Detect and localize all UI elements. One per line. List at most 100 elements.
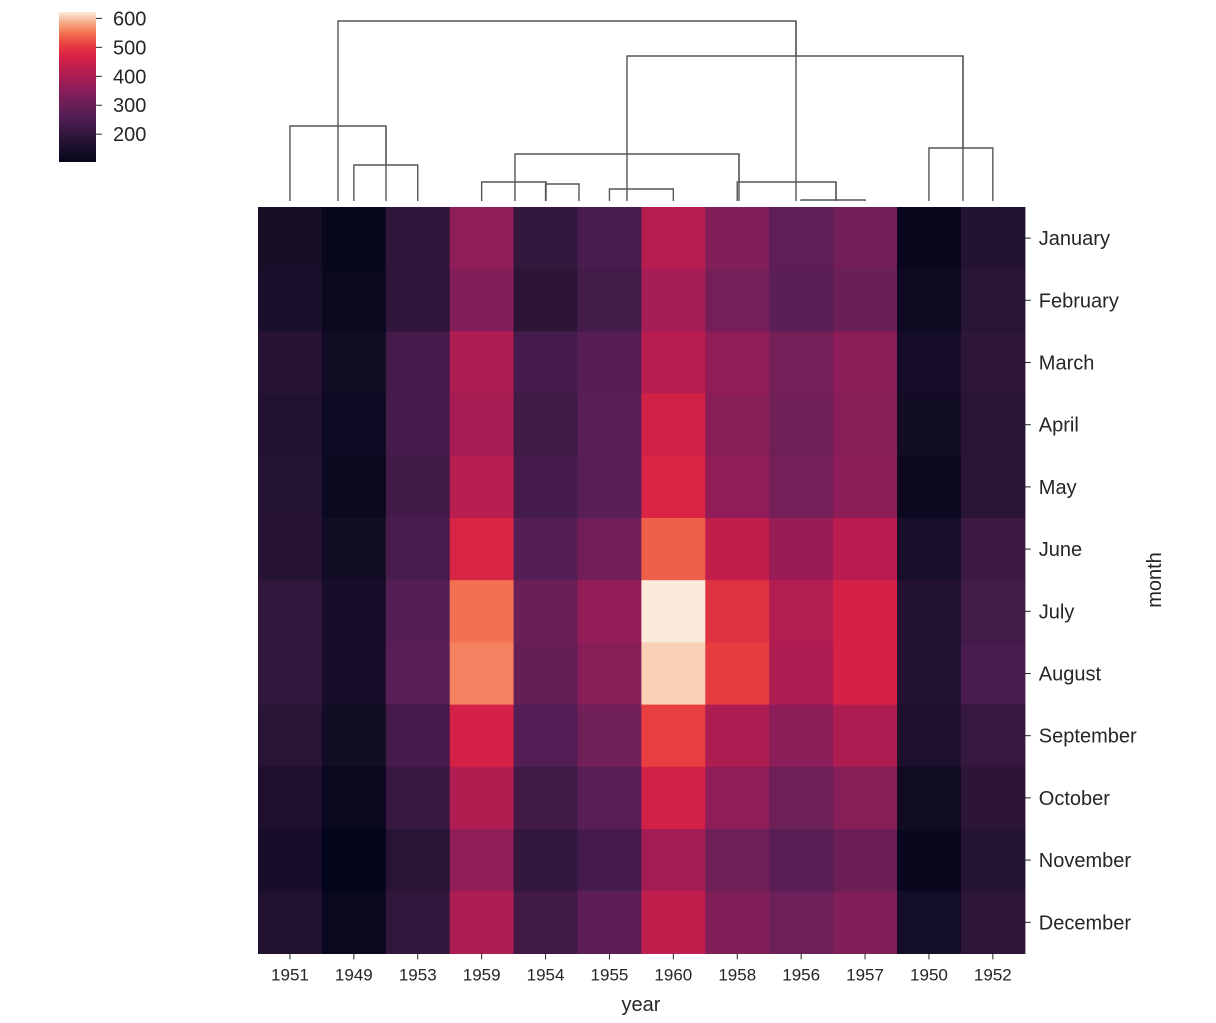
y-tick-label: June xyxy=(1039,539,1082,561)
heatmap-cell xyxy=(960,331,1026,395)
heatmap-cell xyxy=(705,829,770,892)
heatmap-cell xyxy=(897,704,962,768)
heatmap-cell xyxy=(449,207,515,270)
heatmap-cell xyxy=(385,207,451,270)
y-tick-label: December xyxy=(1039,912,1132,934)
heatmap-cell xyxy=(960,518,1026,581)
heatmap-cell xyxy=(577,455,642,519)
x-tick-label: 1950 xyxy=(910,965,948,984)
x-tick-label: 1960 xyxy=(654,965,692,984)
x-tick-label: 1956 xyxy=(782,965,820,984)
heatmap-cell xyxy=(769,269,834,332)
heatmap-cell xyxy=(769,455,834,519)
heatmap-cell xyxy=(258,393,323,457)
heatmap-cell xyxy=(513,518,579,581)
column-dendrogram xyxy=(289,20,994,201)
heatmap-cell xyxy=(449,829,515,892)
heatmap-cell xyxy=(641,891,706,954)
x-axis-label: year xyxy=(622,994,661,1016)
heatmap-cell xyxy=(897,766,962,830)
x-tick-label: 1957 xyxy=(846,965,884,984)
dendrogram-link xyxy=(337,20,797,201)
heatmap-cell xyxy=(513,331,579,395)
heatmap-cell xyxy=(641,455,706,519)
heatmap-cell xyxy=(513,829,579,892)
heatmap-cell xyxy=(960,269,1026,332)
heatmap-cell xyxy=(769,518,834,581)
heatmap-cell xyxy=(258,455,323,519)
heatmap-cell xyxy=(641,829,706,892)
heatmap-cell xyxy=(513,580,579,643)
colorbar-tick-label: 500 xyxy=(113,37,146,59)
heatmap-cell xyxy=(769,891,834,954)
heatmap-cell xyxy=(641,642,706,706)
heatmap-cell xyxy=(705,518,770,581)
heatmap-cell xyxy=(833,331,898,395)
heatmap-cell xyxy=(705,766,770,830)
y-tick-label: July xyxy=(1039,601,1075,623)
heatmap-cell xyxy=(833,207,898,270)
dendrogram-link xyxy=(800,199,866,201)
heatmap-cell xyxy=(577,642,642,706)
heatmap-cell xyxy=(321,331,387,395)
heatmap-cell xyxy=(960,207,1026,270)
dendrogram-link xyxy=(544,183,580,201)
heatmap-cell xyxy=(641,269,706,332)
heatmap-cell xyxy=(769,207,834,270)
heatmap-cell xyxy=(577,891,642,954)
heatmap-cell xyxy=(321,518,387,581)
heatmap-cell xyxy=(833,642,898,706)
colorbar-tick-label: 400 xyxy=(113,66,146,88)
y-tick-label: August xyxy=(1039,664,1102,686)
heatmap-cell xyxy=(385,393,451,457)
y-tick-label: October xyxy=(1039,788,1110,810)
heatmap-cell xyxy=(833,891,898,954)
heatmap-cell xyxy=(960,393,1026,457)
heatmap-cell xyxy=(258,580,323,643)
heatmap-cell xyxy=(960,642,1026,706)
dendrogram-link xyxy=(480,181,547,201)
heatmap-cell xyxy=(577,829,642,892)
heatmap-cell xyxy=(897,642,962,706)
heatmap-cell xyxy=(449,891,515,954)
colorbar-tick-label: 300 xyxy=(113,95,146,117)
heatmap-cell xyxy=(641,766,706,830)
y-tick-label: April xyxy=(1039,415,1079,437)
heatmap-cell xyxy=(449,455,515,519)
x-tick-label: 1958 xyxy=(718,965,756,984)
heatmap-cell xyxy=(385,331,451,395)
heatmap-cell xyxy=(833,766,898,830)
heatmap-cell xyxy=(897,455,962,519)
heatmap-cell xyxy=(449,704,515,768)
heatmap-cell xyxy=(960,891,1026,954)
heatmap-cells xyxy=(258,207,1026,954)
heatmap-cell xyxy=(705,393,770,457)
heatmap-cell xyxy=(897,580,962,643)
heatmap-cell xyxy=(577,518,642,581)
heatmap-cell xyxy=(321,891,387,954)
heatmap-cell xyxy=(897,518,962,581)
heatmap-cell xyxy=(769,766,834,830)
heatmap-cell xyxy=(705,891,770,954)
heatmap-cell xyxy=(385,518,451,581)
heatmap-cell xyxy=(577,704,642,768)
heatmap-cell xyxy=(321,455,387,519)
heatmap-cell xyxy=(641,393,706,457)
colorbar-tick-label: 200 xyxy=(113,124,146,146)
heatmap-cell xyxy=(258,331,323,395)
colorbar-gradient xyxy=(59,12,96,162)
heatmap-cell xyxy=(258,829,323,892)
heatmap-cell xyxy=(513,455,579,519)
x-tick-label: 1959 xyxy=(463,965,501,984)
heatmap-cell xyxy=(321,766,387,830)
heatmap-cell xyxy=(258,207,323,270)
x-axis-ticks: 1951 1949 1953 1959 1954 1955 1960 1958 1956 1957… xyxy=(271,953,1012,984)
x-tick-label: 1954 xyxy=(527,965,565,984)
heatmap-cell xyxy=(577,580,642,643)
heatmap-cell xyxy=(960,455,1026,519)
heatmap-cell xyxy=(449,518,515,581)
y-axis-label: month xyxy=(1144,552,1166,608)
heatmap-cell xyxy=(705,455,770,519)
heatmap-cell xyxy=(960,766,1026,830)
